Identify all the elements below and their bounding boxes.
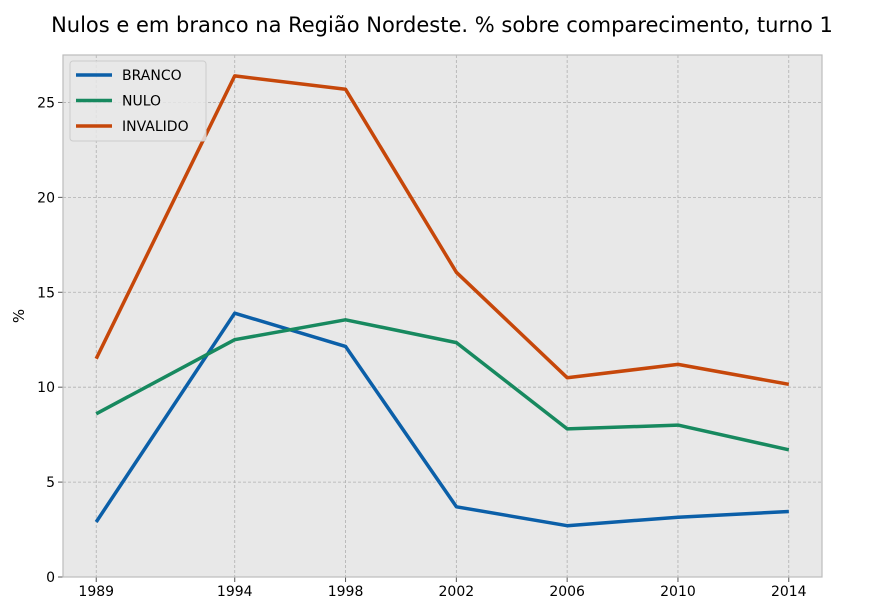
x-tick-label: 1989: [78, 584, 114, 600]
x-tick-label: 2014: [771, 584, 807, 600]
y-tick-label: 0: [46, 570, 55, 586]
x-tick-label: 2002: [439, 584, 475, 600]
legend: BRANCO NULO INVALIDO: [69, 60, 207, 142]
series-line-nulo: [95, 318, 790, 452]
axes: 1989 1994 1998 2002 2006 2010 2014 0 5 10 15 20 25: [37, 95, 806, 600]
y-axis-label: %: [10, 309, 28, 323]
series-lines: [94, 74, 790, 528]
x-tick-label: 1994: [217, 584, 253, 600]
legend-label: INVALIDO: [122, 119, 189, 135]
series-line-invalido: [94, 74, 790, 387]
legend-box: [69, 60, 207, 142]
series-line-branco: [94, 311, 789, 528]
legend-label: BRANCO: [122, 68, 182, 84]
plot-frame: [62, 54, 823, 578]
chart-title: Nulos e em branco na Região Nordeste. % …: [51, 13, 833, 37]
x-tick-label: 1998: [328, 584, 364, 600]
y-tick-label: 20: [37, 190, 55, 206]
y-tick-label: 15: [37, 285, 55, 301]
x-tick-label: 2010: [660, 584, 696, 600]
y-tick-label: 25: [37, 95, 55, 111]
plot-area: [63, 55, 822, 577]
y-tick-label: 5: [46, 475, 55, 491]
y-tick-label: 10: [37, 380, 55, 396]
legend-label: NULO: [122, 94, 161, 110]
x-tick-label: 2006: [549, 584, 585, 600]
